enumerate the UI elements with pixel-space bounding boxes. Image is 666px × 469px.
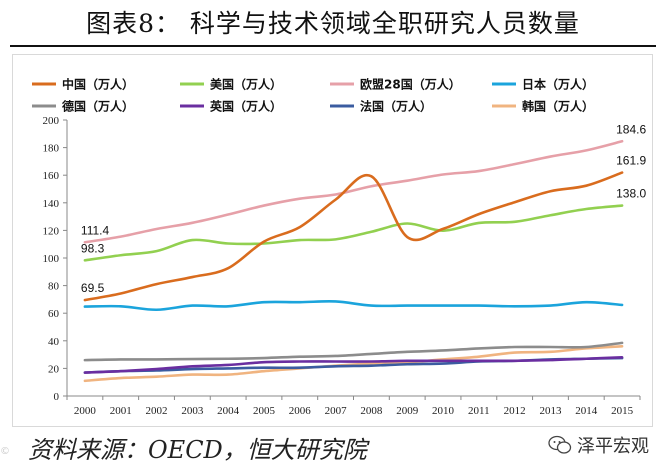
watermark-right: 泽平宏观 (548, 432, 649, 458)
legend-label: 美国（万人） (210, 77, 282, 92)
x-tick-label: 2011 (468, 405, 490, 417)
x-tick-label: 2003 (181, 405, 204, 417)
legend-label: 韩国（万人） (522, 99, 594, 114)
x-tick-label: 2006 (289, 405, 312, 417)
series-line-0 (83, 171, 624, 302)
x-tick-label: 2009 (396, 405, 419, 417)
y-tick-label: 20 (48, 363, 60, 375)
y-tick-label: 180 (43, 143, 60, 155)
x-tick-label: 2012 (504, 405, 526, 417)
data-label: 69.5 (81, 281, 105, 295)
x-tick-label: 2004 (217, 405, 240, 417)
y-tick-label: 40 (48, 336, 60, 348)
series-line-4 (83, 341, 624, 362)
legend-label: 日本（万人） (522, 77, 594, 92)
series-line-7 (83, 345, 624, 383)
data-label: 161.9 (616, 154, 646, 168)
title-divider (10, 45, 656, 47)
x-tick-label: 2002 (146, 405, 168, 417)
x-tick-label: 2014 (575, 405, 598, 417)
data-label: 98.3 (81, 241, 105, 255)
y-tick-label: 160 (43, 170, 60, 182)
data-label: 138.0 (616, 187, 646, 201)
y-tick-label: 80 (48, 281, 60, 293)
x-tick-label: 2010 (432, 405, 455, 417)
wechat-icon (548, 435, 572, 454)
x-tick-label: 2015 (611, 405, 634, 417)
y-tick-label: 140 (43, 198, 60, 210)
legend-label: 德国（万人） (62, 99, 134, 114)
x-tick-label: 2005 (253, 405, 276, 417)
chart-frame (12, 54, 653, 427)
y-tick-label: 100 (43, 253, 60, 265)
series-line-5 (83, 356, 624, 374)
legend-label: 欧盟28国（万人） (360, 77, 461, 92)
data-label: 184.6 (616, 122, 646, 136)
y-tick-label: 60 (48, 308, 60, 320)
legend-label: 英国（万人） (210, 99, 282, 114)
series-line-2 (83, 139, 624, 244)
legend-label: 法国（万人） (360, 99, 432, 114)
y-tick-label: 0 (54, 391, 60, 403)
page-title: 图表8： 科学与技术领域全职研究人员数量 (86, 9, 580, 38)
y-tick-label: 120 (43, 225, 60, 237)
x-tick-label: 2013 (539, 405, 562, 417)
x-tick-label: 2001 (110, 405, 132, 417)
series-line-3 (83, 300, 624, 312)
watermark-text: 泽平宏观 (577, 436, 649, 457)
x-tick-label: 2008 (360, 405, 383, 417)
source-note: 资料来源：OECD，恒大研究院 (28, 436, 367, 464)
watermark-left: © (0, 446, 10, 457)
series-line-1 (83, 204, 624, 262)
x-tick-label: 2007 (325, 405, 348, 417)
data-label: 111.4 (81, 223, 110, 237)
x-tick-label: 2000 (74, 405, 97, 417)
y-tick-label: 200 (43, 115, 60, 127)
legend-label: 中国（万人） (62, 77, 134, 92)
